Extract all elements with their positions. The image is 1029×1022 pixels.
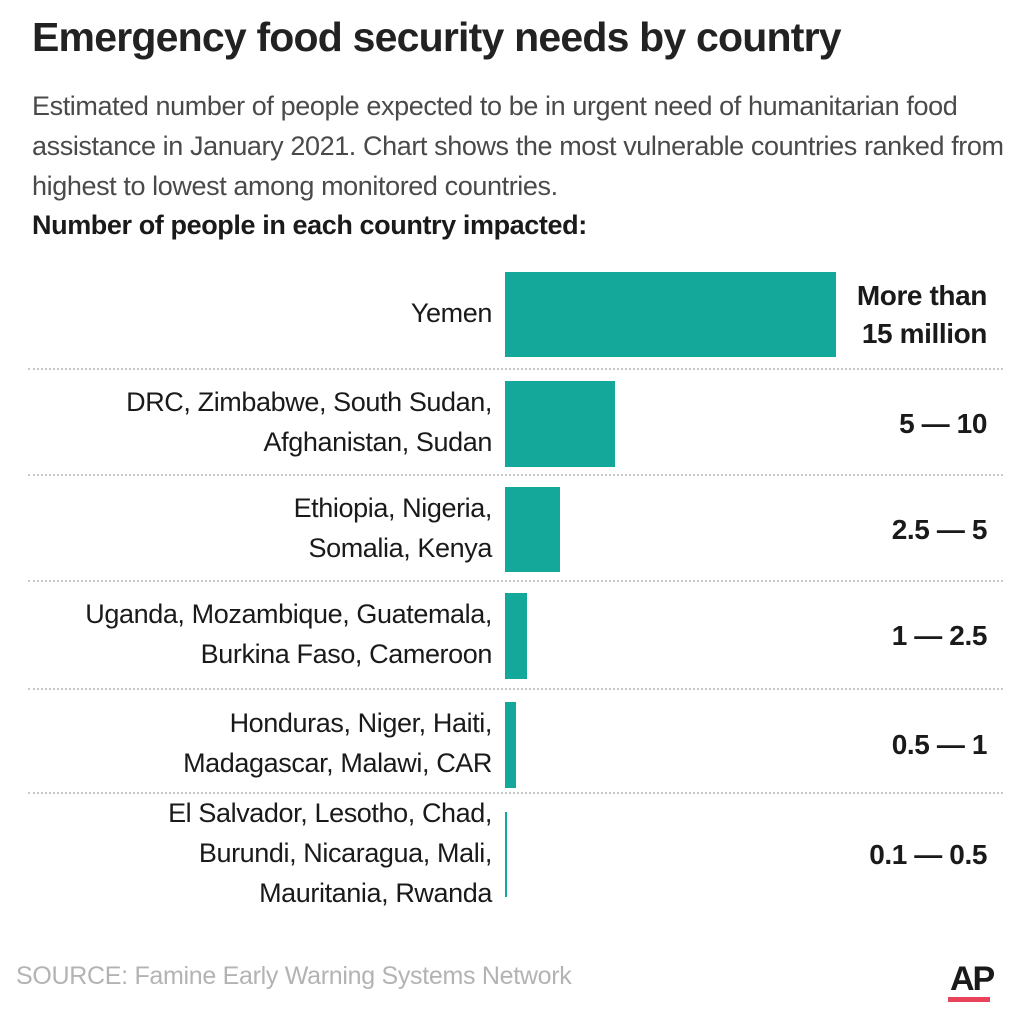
value-label: More than 15 million	[856, 279, 988, 349]
chart-title: Emergency food security needs by country	[32, 14, 842, 60]
value-label: 0.5 — 1	[891, 729, 988, 760]
bar-5	[505, 812, 508, 897]
bar-3	[505, 593, 528, 679]
value-label: 5 — 10	[899, 408, 987, 439]
bar-4	[505, 702, 517, 788]
category-label: Honduras, Niger, Haiti, Madagascar, Mala…	[183, 708, 492, 778]
value-label: 0.1 — 0.5	[869, 838, 987, 870]
category-label: DRC, Zimbabwe, South Sudan, Afghanistan,…	[126, 387, 492, 457]
row-divider	[28, 368, 1003, 370]
value-label: 2.5 — 5	[891, 513, 988, 545]
ap-logo-accent	[948, 997, 990, 1002]
row-divider	[28, 580, 1003, 582]
value-label: 1 — 2.5	[891, 620, 988, 651]
row-divider	[28, 792, 1003, 794]
category-label: Yemen	[410, 297, 492, 328]
bar-2	[505, 487, 561, 572]
source-note: SOURCE: Famine Early Warning Systems Net…	[16, 962, 572, 990]
category-label: Ethiopia, Nigeria, Somalia, Kenya	[293, 492, 493, 563]
category-label: Uganda, Mozambique, Guatemala, Burkina F…	[85, 599, 492, 669]
category-label: El Salvador, Lesotho, Chad, Burundi, Nic…	[168, 797, 492, 908]
row-divider	[28, 474, 1003, 476]
bar-1	[505, 381, 616, 467]
bar-0	[505, 272, 836, 357]
section-label: Number of people in each country impacte…	[32, 210, 587, 240]
chart-subtitle: Estimated number of people expected to b…	[32, 91, 1004, 201]
ap-logo: AP	[950, 960, 995, 998]
row-divider	[28, 688, 1003, 690]
